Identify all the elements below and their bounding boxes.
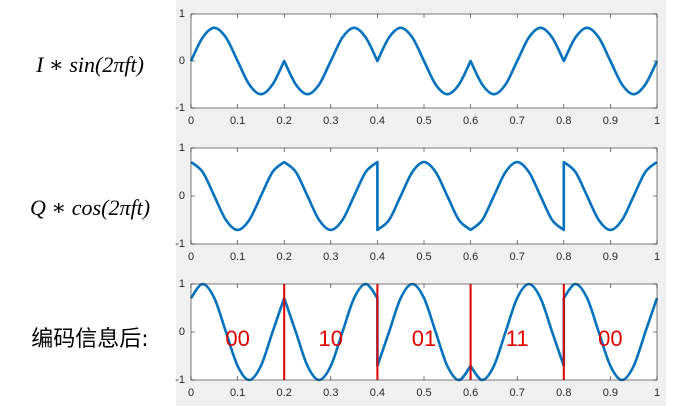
x-tick-label: 0.3 <box>323 387 338 399</box>
x-tick-label: 0.7 <box>510 251 525 263</box>
x-tick-label: 0.6 <box>463 387 478 399</box>
y-tick-label: 1 <box>179 142 185 154</box>
x-tick-label: 0.9 <box>603 251 618 263</box>
y-tick-label: -1 <box>175 102 185 114</box>
x-tick-label: 0.1 <box>230 115 245 127</box>
side-label: Q ∗ cos(2πft) <box>30 195 150 220</box>
y-tick-label: 1 <box>179 8 185 20</box>
x-tick-label: 0 <box>188 251 194 263</box>
x-tick-label: 0.6 <box>463 115 478 127</box>
x-tick-label: 0.6 <box>463 251 478 263</box>
x-tick-label: 0.9 <box>603 387 618 399</box>
x-tick-label: 0.5 <box>416 251 431 263</box>
x-tick-label: 0.8 <box>556 115 571 127</box>
x-tick-label: 1 <box>654 387 660 399</box>
signal-line <box>190 160 658 232</box>
x-tick-label: 0.5 <box>416 387 431 399</box>
bit-label: 00 <box>225 326 249 351</box>
x-tick-label: 0.8 <box>556 387 571 399</box>
x-tick-label: 0.2 <box>277 115 292 127</box>
x-tick-label: 0.2 <box>277 387 292 399</box>
x-tick-label: 0 <box>188 387 194 399</box>
y-tick-label: -1 <box>175 238 185 250</box>
x-tick-label: 0.7 <box>510 115 525 127</box>
signal-line <box>189 282 659 382</box>
y-tick-label: 1 <box>179 278 185 290</box>
bit-label: 00 <box>598 326 622 351</box>
x-tick-label: 0.4 <box>370 251 385 263</box>
axes-background <box>191 148 657 244</box>
bit-label: 11 <box>506 326 529 351</box>
y-tick-label: 0 <box>179 190 185 202</box>
x-tick-label: 1 <box>654 115 660 127</box>
x-tick-label: 0.8 <box>556 251 571 263</box>
x-tick-label: 0.3 <box>323 251 338 263</box>
y-tick-label: 0 <box>179 55 185 67</box>
x-tick-label: 0.4 <box>370 387 385 399</box>
x-tick-label: 0.2 <box>277 251 292 263</box>
axes-box <box>190 147 658 245</box>
side-label: I ∗ sin(2πft) <box>35 52 144 77</box>
x-tick-label: 0.4 <box>370 115 385 127</box>
x-tick-label: 0.3 <box>323 115 338 127</box>
x-tick-label: 0.5 <box>416 115 431 127</box>
bit-label: 01 <box>412 326 436 351</box>
x-tick-label: 0.7 <box>510 387 525 399</box>
bit-label: 10 <box>319 326 343 351</box>
signal-line <box>189 26 659 96</box>
axes-box <box>190 13 658 109</box>
x-tick-label: 0.1 <box>230 387 245 399</box>
y-tick-label: -1 <box>175 374 185 386</box>
x-tick-label: 0.9 <box>603 115 618 127</box>
x-tick-label: 0.1 <box>230 251 245 263</box>
x-tick-label: 1 <box>654 251 660 263</box>
axes-box <box>190 283 658 381</box>
y-tick-label: 0 <box>179 326 185 338</box>
x-tick-label: 0 <box>188 115 194 127</box>
side-label: 编码信息后: <box>31 327 148 352</box>
